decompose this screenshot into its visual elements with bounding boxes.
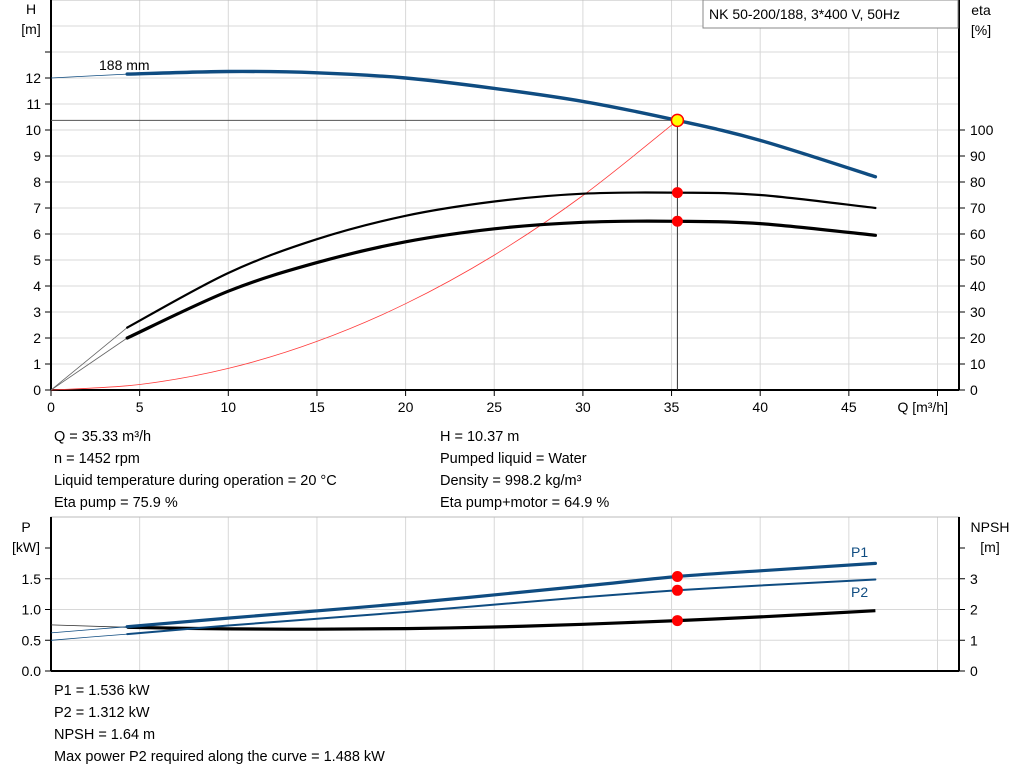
eta-tick-label: 100 [970,122,994,138]
p2-curve-line [126,578,877,636]
info-bottom: P1 = 1.536 kW P2 = 1.312 kW NPSH = 1.64 … [54,680,385,768]
chart-title: NK 50-200/188, 3*400 V, 50Hz [709,6,900,22]
info-max-p2: Max power P2 required along the curve = … [54,749,385,765]
p-tick-label: 0.5 [22,632,42,648]
p1-curve-extension [50,626,128,634]
eta-tick-label: 30 [970,304,986,320]
info-eta-pump: Eta pump = 75.9 % [54,495,178,511]
eta-tick-label: 60 [970,226,986,242]
eta-tick-label: 20 [970,330,986,346]
eta-pump-motor-point [671,215,683,227]
info-p2: P2 = 1.312 kW [54,705,150,721]
p2-label: P2 [851,584,868,600]
q-tick-label: 35 [664,399,680,415]
p2-curve-extension [50,633,128,641]
p1-curve-line [125,561,877,629]
eta-tick-label: 10 [970,356,986,372]
eta-axis-unit: [%] [971,22,991,38]
info-head: H = 10.37 m [440,429,520,445]
q-tick-label: 0 [47,399,55,415]
q-tick-label: 20 [398,399,414,415]
h-tick-label: 2 [33,330,41,346]
h-axis-unit: [m] [21,21,40,37]
q-tick-label: 15 [309,399,325,415]
system-curve-line [50,120,678,391]
title-box [702,0,959,29]
h-tick-label: 12 [25,70,41,86]
eta-tick-label: 70 [970,200,986,216]
eta-tick-label: 0 [970,382,978,398]
info-speed: n = 1452 rpm [54,451,140,467]
head-curve-extension [50,73,128,79]
plot-frame [50,0,960,391]
info-top-left: Q = 35.33 m³/h n = 1452 rpm Liquid tempe… [54,426,337,514]
info-p1: P1 = 1.536 kW [54,683,150,699]
eta-tick-label: 40 [970,278,986,294]
p-tick-label: 1.5 [22,571,42,587]
q-tick-label: 45 [841,399,857,415]
info-eta-pump-motor: Eta pump+motor = 64.9 % [440,495,610,511]
info-density: Density = 998.2 kg/m³ [440,473,582,489]
info-flow: Q = 35.33 m³/h [54,429,152,445]
eta-pump-curve-extension [50,327,128,391]
q-tick-label: 25 [486,399,502,415]
npsh-axis-unit: [m] [980,539,999,555]
npsh-axis-label: NPSH [971,519,1010,535]
npsh-tick-label: 1 [970,632,978,648]
h-tick-label: 6 [33,226,41,242]
q-tick-label: 5 [136,399,144,415]
impeller-diameter-label: 188 mm [99,57,150,73]
h-tick-label: 5 [33,252,41,268]
p-tick-label: 1.0 [22,602,42,618]
h-axis-label: H [26,1,36,17]
h-tick-label: 9 [33,148,41,164]
p2-point [671,584,683,596]
p-axis-unit: [kW] [12,539,40,555]
h-tick-label: 4 [33,278,41,294]
info-npsh: NPSH = 1.64 m [54,727,156,743]
eta-pump-curve-line [126,191,877,329]
npsh-tick-label: 2 [970,602,978,618]
q-tick-label: 30 [575,399,591,415]
q-axis-label: Q [m³/h] [897,399,948,415]
eta-tick-label: 80 [970,174,986,190]
eta-pump-motor-curve-extension [50,337,128,391]
head-curve-line [125,69,878,179]
p1-label: P1 [851,544,868,560]
npsh-tick-label: 3 [970,571,978,587]
q-tick-label: 10 [221,399,237,415]
npsh-tick-label: 0 [970,663,978,679]
h-tick-label: 11 [26,96,41,112]
eta-pump-motor-curve-line [125,219,877,340]
info-liquid: Pumped liquid = Water [440,451,587,467]
npsh-point [671,615,683,627]
h-tick-label: 10 [25,122,41,138]
info-top-right: H = 10.37 m Pumped liquid = Water Densit… [440,426,609,514]
eta-axis-label: eta [971,2,991,18]
eta-tick-label: 90 [970,148,986,164]
p-tick-label: 0.0 [22,663,42,679]
eta-tick-label: 50 [970,252,986,268]
npsh-extension [50,624,128,628]
h-tick-label: 1 [33,356,41,372]
q-tick-label: 40 [752,399,768,415]
h-tick-label: 7 [33,200,41,216]
info-temperature: Liquid temperature during operation = 20… [54,473,337,489]
duty-point [670,113,685,128]
eta-pump-point [671,187,683,199]
h-tick-label: 8 [33,174,41,190]
h-tick-label: 0 [33,382,41,398]
p-axis-label: P [21,519,30,535]
npsh-curve-line [127,609,876,631]
p1-point [671,571,683,583]
h-tick-label: 3 [33,304,41,320]
